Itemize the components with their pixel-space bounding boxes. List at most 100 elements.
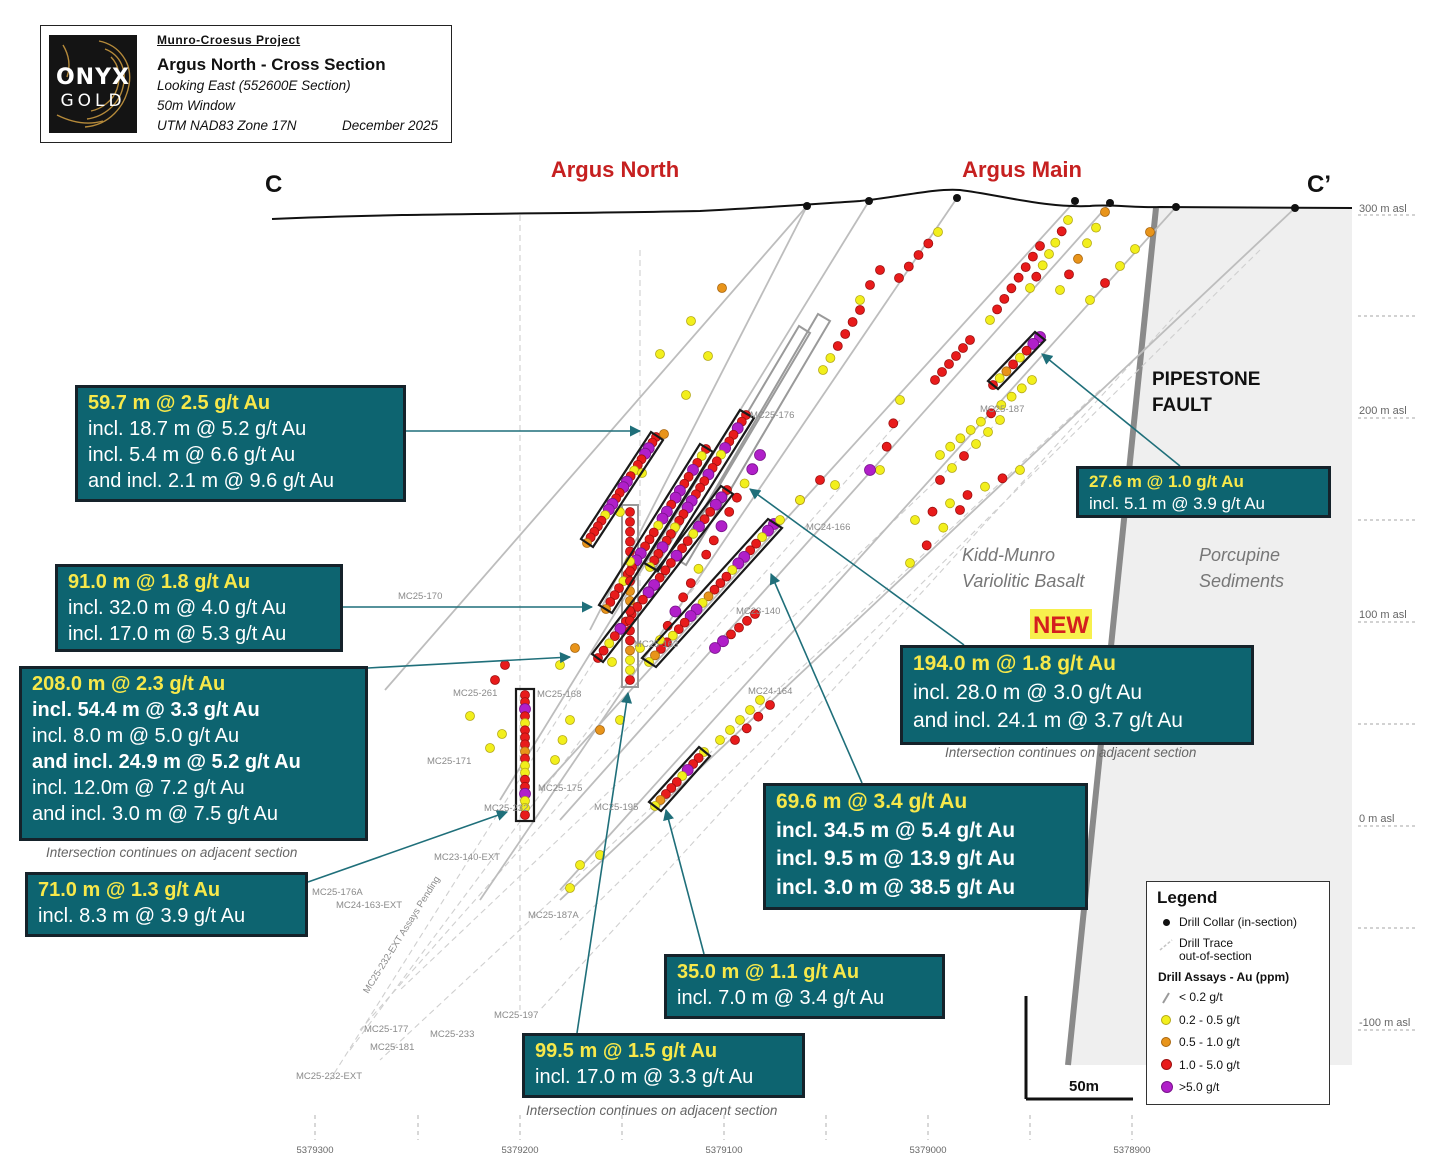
hole-label: MC25-176A — [312, 887, 363, 898]
assay-point — [753, 711, 764, 722]
assay-point — [815, 475, 825, 485]
assay-point — [745, 705, 755, 715]
assay-point — [669, 605, 682, 618]
continuation-note: Intersection continues on adjacent secti… — [46, 845, 297, 860]
fault-label-line2: FAULT — [1152, 395, 1212, 416]
hole-label: MC24-166 — [806, 522, 850, 533]
assay-point — [570, 643, 580, 653]
assay-point — [565, 883, 575, 893]
intercept-callout: 99.5 m @ 1.5 g/t Au incl. 17.0 m @ 3.3 g… — [522, 1033, 805, 1098]
assay-point — [666, 558, 676, 568]
assay-point — [734, 622, 744, 633]
assay-point — [881, 441, 892, 452]
assay-point — [635, 643, 645, 653]
assay-point — [655, 349, 665, 359]
intercept-detail: incl. 9.5 m @ 13.9 g/t Au — [776, 847, 1016, 870]
legend-assays-title: Drill Assays - Au (ppm) — [1158, 970, 1290, 984]
assay-point — [638, 594, 648, 605]
assay-point — [1100, 207, 1110, 217]
assay-point — [830, 480, 840, 490]
assay-point — [1027, 375, 1037, 385]
intercept-detail: incl. 18.7 m @ 5.2 g/t Au — [88, 418, 307, 440]
assay-point — [1008, 359, 1018, 370]
legend-assay-item: 0.2 - 0.5 g/t — [1179, 1013, 1240, 1027]
assay-point — [715, 578, 726, 588]
assay-point — [750, 609, 760, 619]
assay-point — [933, 227, 943, 237]
pipestone-fault — [1065, 207, 1159, 1066]
assay-point — [775, 515, 785, 525]
assay-point — [1145, 227, 1155, 237]
hole-label: MC25-163 — [634, 639, 678, 650]
assay-point — [895, 395, 905, 405]
hole-label: MC25-187 — [980, 404, 1024, 415]
assay-point — [795, 495, 805, 505]
assay-point — [642, 586, 655, 599]
intercept-headline: 208.0 m @ 2.3 g/t Au — [32, 673, 226, 695]
assay-point — [670, 549, 683, 562]
hole-label: MC25-176 — [750, 410, 794, 421]
project-name: Munro-Croesus Project — [157, 33, 301, 47]
assay-low-icon — [1162, 992, 1170, 1004]
assay-point — [1091, 222, 1101, 233]
assay-point — [696, 451, 707, 461]
assay-point — [625, 665, 635, 675]
assay-point — [927, 506, 938, 517]
assay-point — [721, 571, 732, 582]
assay-point — [625, 675, 635, 685]
assay-point — [684, 610, 697, 622]
intercept-detail: and incl. 3.0 m @ 7.5 g/t Au — [32, 803, 278, 825]
intercept-detail: incl. 32.0 m @ 4.0 g/t Au — [68, 597, 287, 619]
elev-label-100: 100 m asl — [1359, 609, 1407, 621]
assay-point — [708, 535, 719, 546]
northing-labels: 5379300 5379200 5379100 5379000 5378900 — [297, 1145, 1151, 1156]
assay-point — [625, 635, 635, 646]
assay-point — [673, 624, 684, 634]
assay-point — [1028, 251, 1038, 262]
intercept-headline: 69.6 m @ 3.4 g/t Au — [776, 790, 968, 813]
logo-text-gold: GOLD — [60, 91, 126, 111]
assay-point — [905, 558, 915, 568]
assay-point — [855, 305, 865, 315]
assay-point — [951, 351, 961, 361]
assay-point — [1031, 271, 1042, 282]
assay-point — [1056, 226, 1067, 237]
assay-point — [625, 536, 635, 547]
assay-point — [625, 507, 635, 517]
intercept-callout: 69.6 m @ 3.4 g/t Au incl. 34.5 m @ 5.4 g… — [763, 783, 1088, 910]
assay-point — [994, 373, 1005, 384]
assay-point — [818, 365, 828, 375]
assay-point — [699, 514, 710, 525]
assay-point — [1130, 244, 1140, 254]
assay-point — [1006, 391, 1017, 402]
assay-point — [724, 506, 735, 517]
assay-point — [732, 557, 745, 570]
assay-point — [709, 584, 720, 595]
intercept-detail: incl. 12.0m @ 7.2 g/t Au — [32, 777, 245, 799]
assay-point — [575, 860, 585, 870]
northing-label-5379000: 5379000 — [910, 1145, 947, 1156]
assay-point — [703, 351, 713, 361]
assay-point — [625, 566, 635, 577]
assay-point — [945, 498, 955, 509]
assay-point — [605, 597, 616, 607]
assay-point — [1035, 241, 1045, 251]
assay-point — [910, 515, 920, 525]
assay-point — [1021, 345, 1032, 356]
assay-red-icon — [1161, 1059, 1172, 1070]
assay-point — [688, 528, 699, 539]
northing-label-5379200: 5379200 — [502, 1145, 539, 1156]
assay-point — [465, 711, 475, 721]
assay-point — [865, 280, 875, 290]
assay-point — [840, 329, 851, 339]
assay-point — [864, 464, 876, 476]
legend-trace-line2: out-of-section — [1179, 949, 1252, 963]
assay-point — [1015, 352, 1025, 363]
intercept-headline: 91.0 m @ 1.8 g/t Au — [68, 571, 251, 593]
elev-label-minus100: -100 m asl — [1359, 1017, 1410, 1029]
assay-point — [604, 638, 615, 649]
elev-label-300: 300 m asl — [1359, 203, 1407, 215]
assay-point — [1064, 269, 1074, 280]
assay-point — [1085, 295, 1095, 305]
